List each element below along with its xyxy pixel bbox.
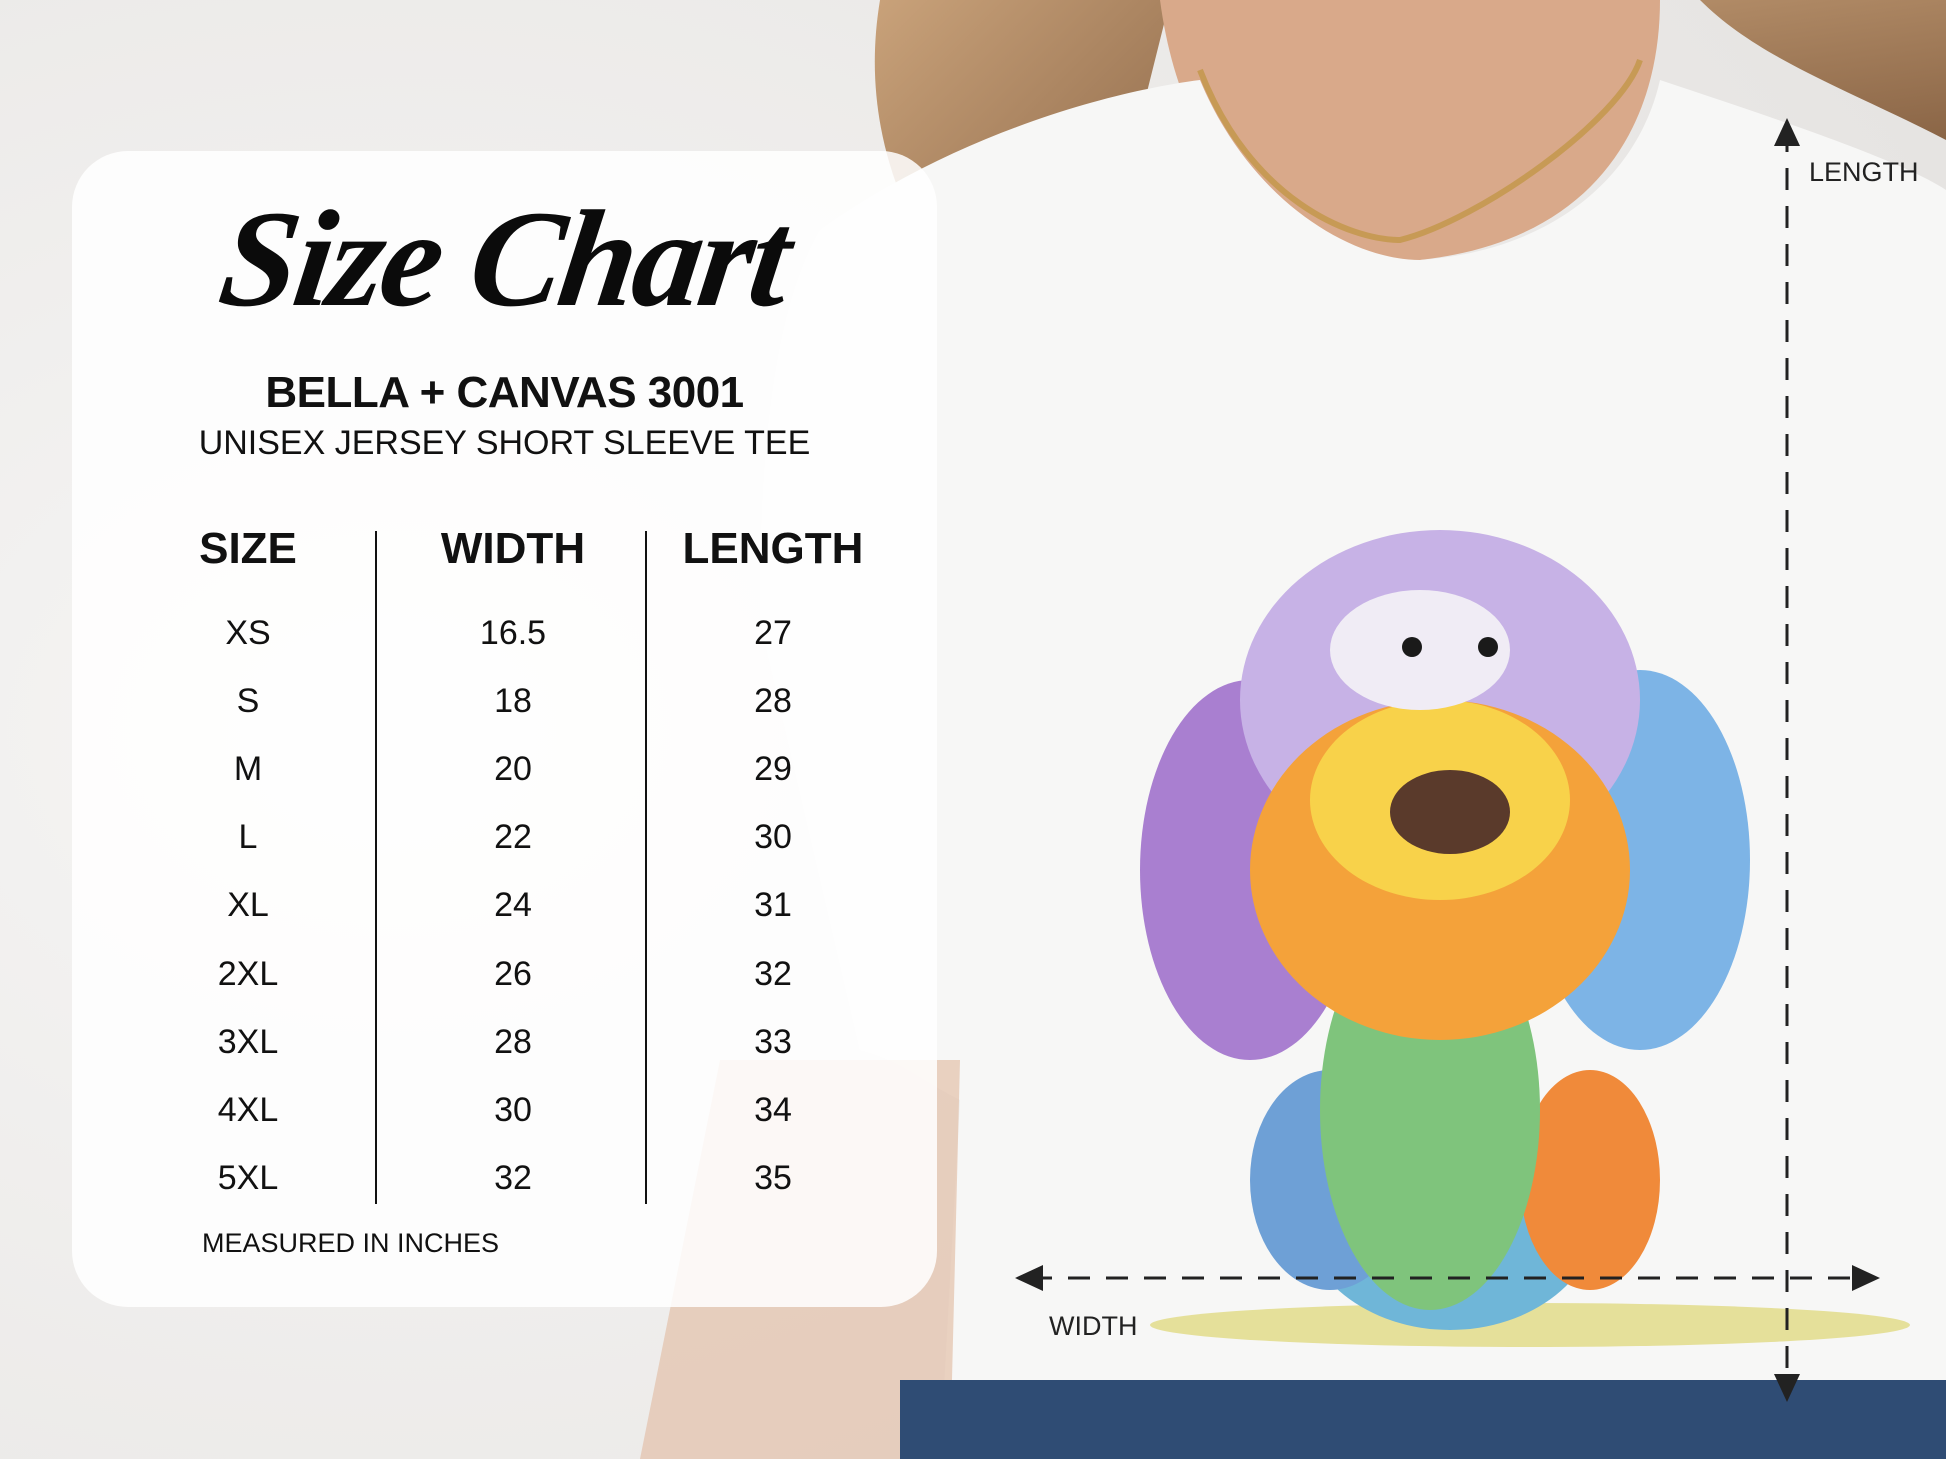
cell-width: 24 <box>494 886 532 925</box>
size-chart-title: Size Chart <box>211 182 798 335</box>
width-arrow <box>1015 1265 1880 1291</box>
cell-size: 4XL <box>217 1090 279 1129</box>
length-arrow <box>1774 118 1800 1402</box>
cell-length: 32 <box>754 954 792 993</box>
size-chart-panel <box>72 151 937 1307</box>
jeans <box>900 1380 1946 1459</box>
cell-size: S <box>236 682 260 721</box>
cell-length: 35 <box>754 1158 792 1197</box>
cell-size: XL <box>227 886 269 925</box>
cell-width: 20 <box>494 750 532 789</box>
column-divider <box>375 531 377 1204</box>
cell-size: M <box>233 750 263 789</box>
cell-size: L <box>238 818 258 857</box>
cell-width: 30 <box>494 1090 532 1129</box>
footnote: MEASURED IN INCHES <box>202 1228 500 1258</box>
cell-width: 32 <box>494 1158 532 1197</box>
dog-illustration <box>1140 530 1910 1347</box>
cell-size: XS <box>225 614 271 652</box>
cell-length: 28 <box>754 682 792 721</box>
width-label: WIDTH <box>1049 1311 1138 1341</box>
cell-size: 5XL <box>217 1158 279 1197</box>
cell-width: 28 <box>494 1022 532 1061</box>
cell-width: 22 <box>494 818 532 857</box>
header-width: WIDTH <box>440 524 586 573</box>
cell-length: 30 <box>754 818 792 857</box>
column-divider <box>645 531 647 1204</box>
cell-length: 31 <box>754 886 792 925</box>
cell-size: 3XL <box>217 1022 279 1061</box>
header-length: LENGTH <box>682 524 864 573</box>
cell-length: 27 <box>754 614 792 652</box>
cell-width: 18 <box>494 682 532 721</box>
brand-model: BELLA + CANVAS 3001 <box>265 368 744 417</box>
cell-width: 16.5 <box>479 614 547 652</box>
cell-length: 33 <box>754 1022 792 1061</box>
header-size: SIZE <box>199 524 297 573</box>
product-description: UNISEX JERSEY SHORT SLEEVE TEE <box>198 424 811 462</box>
cell-length: 29 <box>754 750 792 789</box>
cell-size: 2XL <box>217 954 279 993</box>
cell-length: 34 <box>754 1090 792 1129</box>
length-label: LENGTH <box>1809 157 1919 187</box>
necklace <box>1197 58 1643 244</box>
cell-width: 26 <box>494 954 532 993</box>
